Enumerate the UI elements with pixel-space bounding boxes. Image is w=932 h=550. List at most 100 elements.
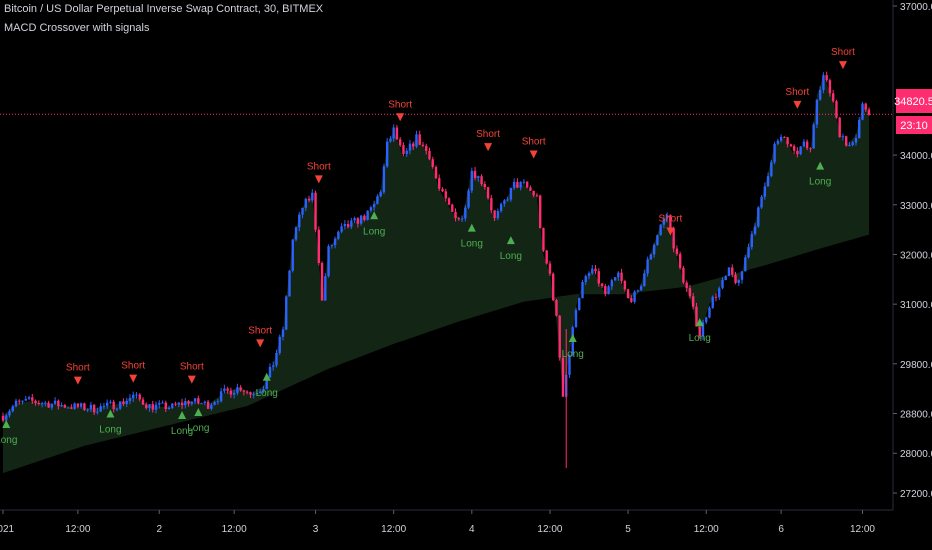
candle-body: [799, 146, 802, 155]
candle-body: [718, 288, 721, 298]
long-signal-label: Long: [363, 226, 385, 237]
candle-body: [610, 280, 614, 287]
price-tick-label: 37000.0: [900, 2, 932, 13]
candle-body: [760, 196, 763, 208]
candle-body: [669, 215, 672, 229]
long-signal-icon: [262, 372, 271, 381]
candle-body: [851, 142, 854, 146]
long-signal-label: Long: [809, 177, 831, 188]
candle-body: [835, 101, 838, 118]
candle-body: [50, 403, 54, 408]
candle-body: [327, 246, 330, 277]
candle-body: [53, 400, 57, 404]
long-signal-icon: [467, 223, 476, 232]
candle-body: [392, 127, 395, 139]
candle-body: [86, 409, 89, 411]
candle-body: [665, 215, 669, 219]
candle-body: [350, 220, 353, 227]
candle-body: [691, 296, 695, 307]
candle-body: [805, 141, 809, 149]
candle-body: [285, 296, 288, 330]
candle-body: [656, 235, 659, 245]
candle-body: [112, 401, 115, 410]
candle-body: [434, 166, 438, 179]
candle-body: [236, 387, 239, 393]
candle-body: [363, 215, 366, 220]
candle-body: [636, 290, 640, 292]
candle-body: [512, 181, 516, 188]
short-signal-icon: [314, 175, 323, 184]
long-signal-label: Long: [461, 239, 483, 250]
candle-body: [330, 245, 334, 247]
candle-body: [27, 397, 31, 399]
countdown-badge-bg: [896, 116, 932, 134]
ribbon-area: [3, 75, 869, 474]
candle-body: [584, 276, 587, 283]
candle-body: [405, 150, 408, 154]
candle-body: [613, 277, 617, 281]
candle-body: [552, 273, 555, 301]
candle-body: [145, 404, 148, 409]
time-tick-label: 4: [469, 524, 475, 535]
candle-body: [408, 143, 412, 151]
price-tick-label: 32000.0: [900, 250, 932, 261]
candle-body: [376, 196, 379, 204]
candle-body: [317, 229, 320, 263]
candle-body: [649, 254, 653, 260]
signals: LongShortLongShortLongLongShortShortLong…: [0, 47, 855, 446]
candle-body: [242, 390, 246, 392]
candle-body: [532, 190, 535, 196]
price-tick-label: 31000.0: [900, 300, 932, 311]
candle-body: [154, 404, 158, 410]
candle-body: [864, 103, 867, 110]
price-axis[interactable]: 37000.0 34000.0 33000.0 32000.0 31000.0 29800…: [892, 0, 932, 510]
candles: [1, 71, 871, 469]
candle-body: [11, 406, 14, 412]
candle-body: [529, 187, 532, 191]
candle-body: [519, 182, 522, 188]
long-signal-label: Long: [0, 435, 17, 446]
candle-body: [161, 402, 164, 404]
candle-body: [682, 267, 685, 283]
candle-body: [320, 262, 324, 301]
candle-body: [496, 211, 500, 219]
candle-body: [249, 392, 252, 395]
candle-body: [744, 257, 747, 272]
candle-body: [845, 136, 848, 146]
candle-body: [779, 136, 783, 141]
candle-body: [187, 401, 190, 404]
candle-body: [200, 403, 203, 405]
short-signal-label: Short: [476, 129, 500, 140]
candle-body: [428, 150, 431, 160]
time-tick-label: 2: [156, 524, 162, 535]
candle-body: [506, 199, 509, 201]
candle-body: [184, 401, 187, 406]
short-signal-icon: [396, 113, 405, 122]
candle-body: [499, 203, 503, 212]
candle-body: [854, 138, 858, 143]
candle-body: [701, 322, 705, 336]
short-signal-label: Short: [388, 99, 412, 110]
candle-body: [14, 400, 18, 407]
candle-body: [340, 226, 343, 232]
price-tick-label: 29800.0: [900, 360, 932, 371]
price-badge: 34820.5: [894, 96, 932, 108]
short-signal-icon: [529, 150, 538, 159]
candle-body: [431, 159, 434, 167]
candle-body: [473, 170, 477, 179]
candle-body: [385, 141, 389, 167]
candle-body: [818, 89, 822, 100]
candle-body: [281, 329, 285, 337]
candle-body: [822, 75, 825, 90]
price-badge-bg: [896, 89, 932, 113]
candle-body: [770, 162, 773, 177]
candle-body: [542, 228, 545, 251]
time-axis[interactable]: 2021 12:00 2 12:00 3 12:00 4 12:00 5 12:00 6 12:00: [0, 509, 893, 535]
indicator-name[interactable]: MACD Crossover with signals: [4, 22, 150, 34]
candle-body: [470, 170, 474, 191]
symbol-title[interactable]: Bitcoin / US Dollar Perpetual Inverse Sw…: [4, 3, 324, 15]
candle-body: [369, 207, 373, 211]
candle-body: [47, 402, 50, 408]
candle-body: [652, 244, 656, 255]
